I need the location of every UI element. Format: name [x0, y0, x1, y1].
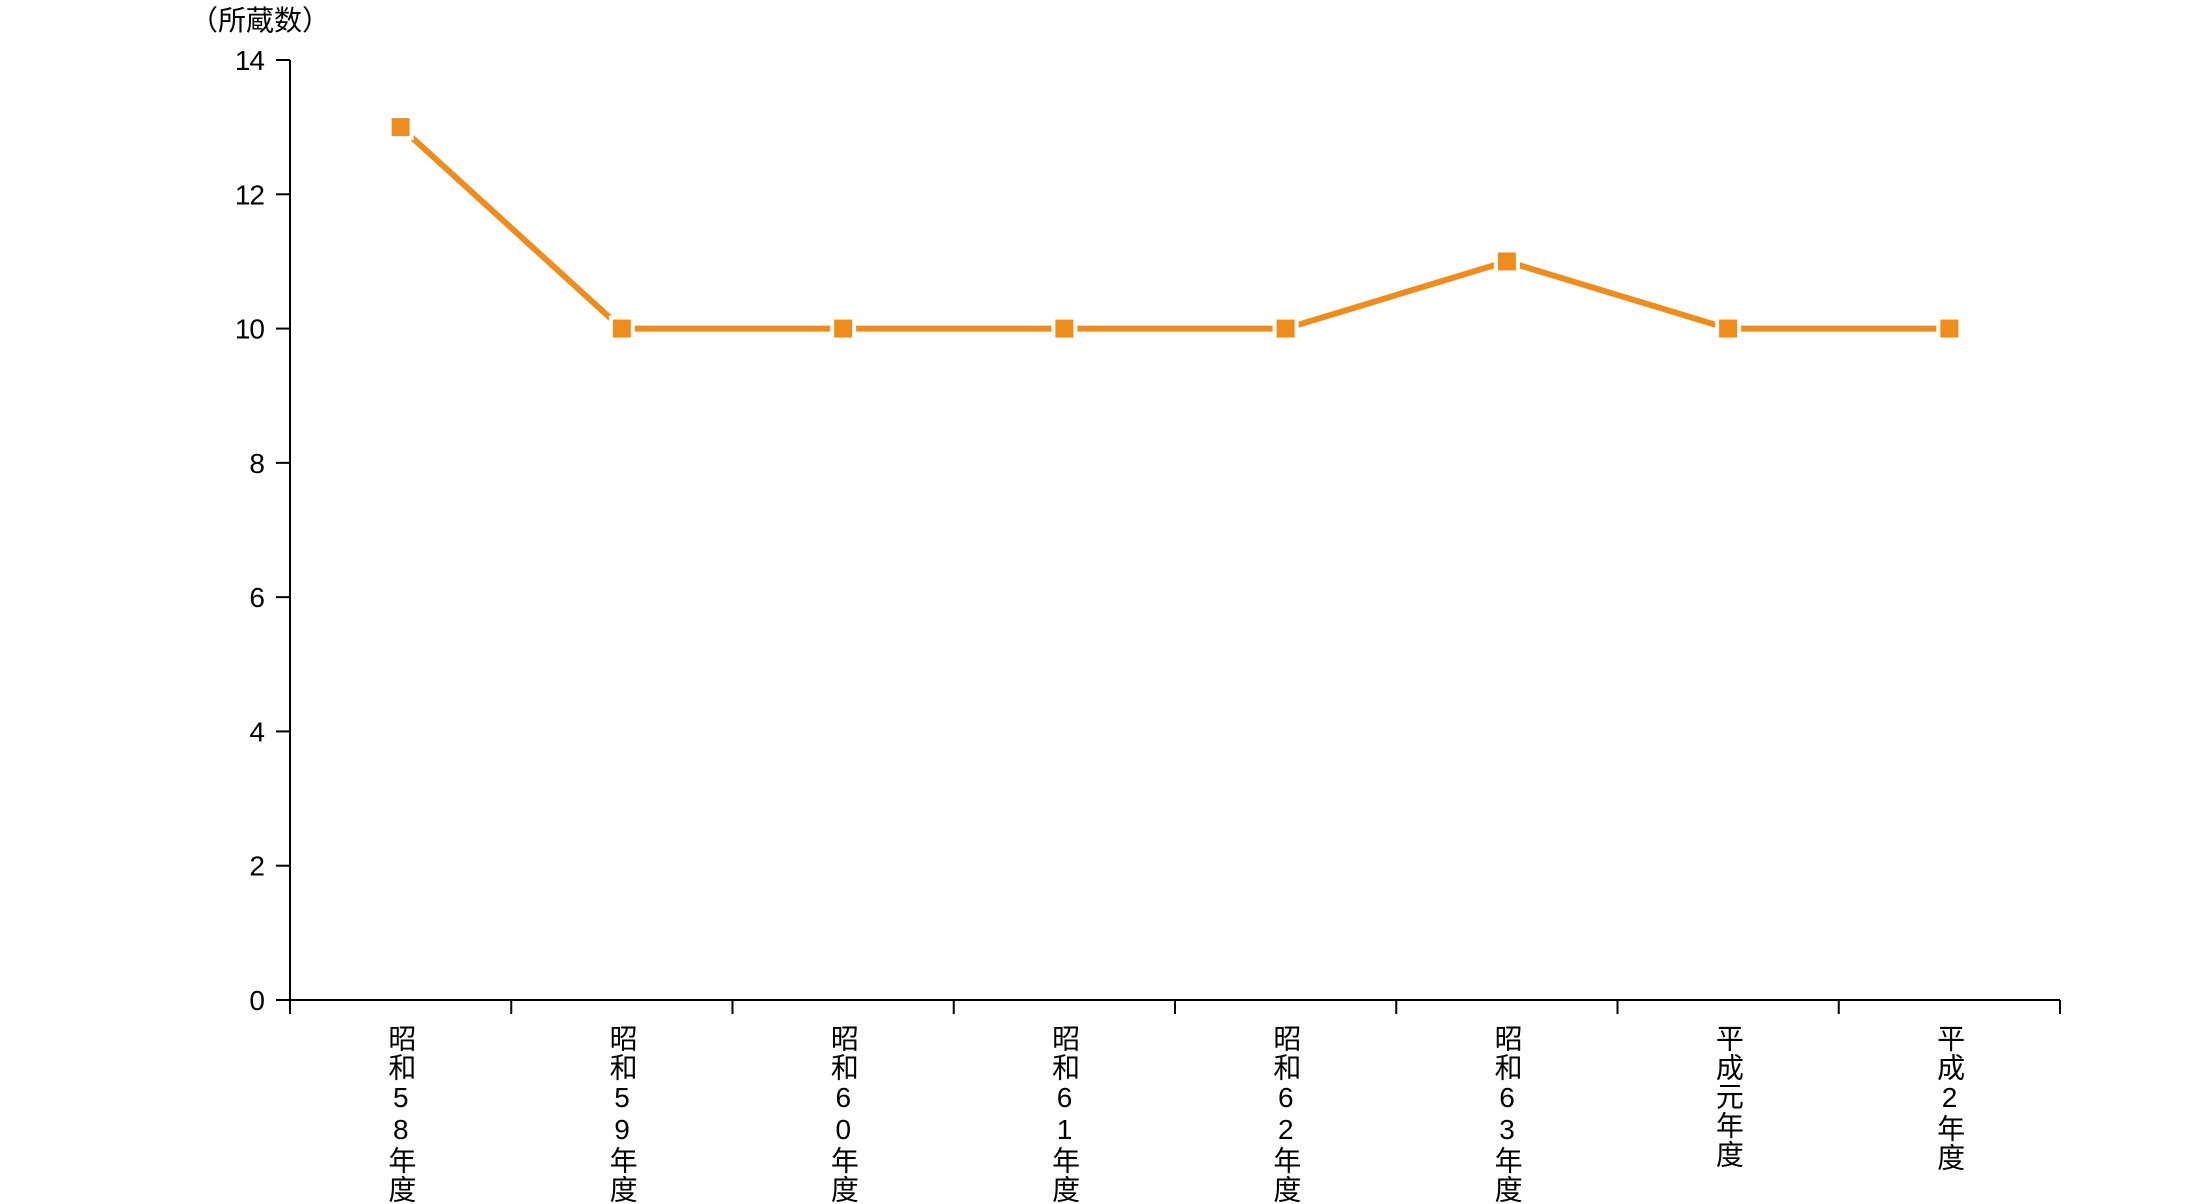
x-tick-label: 昭和60年度: [828, 1024, 857, 1204]
data-marker: [832, 318, 854, 340]
y-tick-label: 6: [249, 582, 264, 613]
data-marker: [1938, 318, 1960, 340]
y-axis-title: （所蔵数）: [190, 5, 330, 36]
x-tick-label: 昭和61年度: [1050, 1024, 1079, 1204]
x-tick-label: 昭和59年度: [607, 1024, 636, 1204]
y-tick-label: 10: [235, 314, 265, 345]
data-marker: [1717, 318, 1739, 340]
x-tick-label: 平成2年度: [1935, 1024, 1964, 1172]
x-tick-label: 昭和62年度: [1271, 1024, 1300, 1204]
data-marker: [1496, 250, 1518, 272]
y-tick-label: 4: [249, 716, 264, 747]
x-tick-label: 昭和63年度: [1492, 1024, 1521, 1204]
data-marker: [611, 318, 633, 340]
line-chart: （所蔵数）02468101214 昭和58年度昭和59年度昭和60年度昭和61年…: [0, 0, 2200, 1181]
y-tick-label: 0: [249, 985, 264, 1016]
y-tick-label: 14: [235, 45, 265, 76]
data-marker: [390, 116, 412, 138]
y-tick-label: 12: [235, 179, 265, 210]
x-tick-label: 昭和58年度: [386, 1024, 415, 1204]
x-tick-label: 平成元年度: [1713, 1024, 1742, 1169]
y-tick-label: 2: [249, 851, 264, 882]
y-tick-label: 8: [249, 448, 264, 479]
data-marker: [1053, 318, 1075, 340]
data-marker: [1275, 318, 1297, 340]
chart-svg: （所蔵数） 0 2 4 6 8 10 12 14: [0, 0, 2200, 1181]
